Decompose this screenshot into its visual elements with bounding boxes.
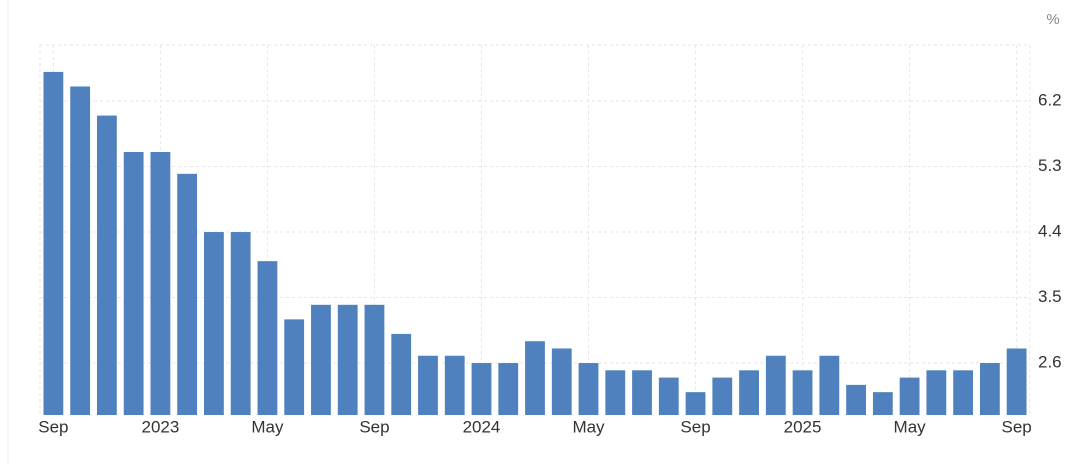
bar xyxy=(953,370,974,415)
x-tick-label: 2025 xyxy=(784,417,822,436)
x-tick-label: May xyxy=(251,417,284,436)
bar xyxy=(765,355,786,415)
x-tick-label: Sep xyxy=(1001,417,1031,436)
bar xyxy=(418,355,438,415)
bar xyxy=(257,261,278,415)
bar xyxy=(471,363,492,415)
bar xyxy=(551,348,572,415)
y-tick-label: 2.6 xyxy=(1038,353,1062,372)
x-tick-label: 2024 xyxy=(463,417,501,436)
bar xyxy=(792,370,813,415)
bar xyxy=(498,363,519,415)
bar xyxy=(311,304,331,415)
bar xyxy=(204,232,224,415)
bar xyxy=(1006,348,1027,415)
bar xyxy=(712,377,733,415)
unit-label: % xyxy=(1046,11,1059,28)
x-tick-label: Sep xyxy=(38,417,68,436)
bar xyxy=(979,363,1000,415)
bar xyxy=(658,377,679,415)
bar xyxy=(632,370,652,415)
bar xyxy=(284,319,305,415)
bar xyxy=(123,151,144,415)
y-tick-label: 3.5 xyxy=(1038,287,1062,306)
bar xyxy=(70,86,91,415)
bar xyxy=(364,304,385,415)
bar xyxy=(578,363,599,415)
bar xyxy=(150,151,171,415)
bar xyxy=(391,333,412,415)
y-tick-label: 4.4 xyxy=(1038,222,1062,241)
x-tick-label: Sep xyxy=(359,417,389,436)
bar xyxy=(685,392,706,415)
bar xyxy=(819,355,840,415)
bar xyxy=(605,370,626,415)
x-tick-label: Sep xyxy=(680,417,710,436)
bar xyxy=(337,304,358,415)
bar xyxy=(177,173,198,415)
bar xyxy=(525,341,545,415)
bar xyxy=(846,384,866,415)
bar xyxy=(96,115,117,415)
bar xyxy=(872,392,893,415)
x-tick-label: 2023 xyxy=(141,417,179,436)
x-tick-label: May xyxy=(572,417,605,436)
bar xyxy=(926,370,947,415)
bar xyxy=(899,377,920,415)
y-tick-label: 6.2 xyxy=(1038,91,1062,110)
bar xyxy=(444,355,465,415)
bar xyxy=(230,232,251,415)
bar xyxy=(739,370,759,415)
y-tick-label: 5.3 xyxy=(1038,156,1062,175)
bar xyxy=(43,71,64,415)
x-tick-label: May xyxy=(894,417,927,436)
